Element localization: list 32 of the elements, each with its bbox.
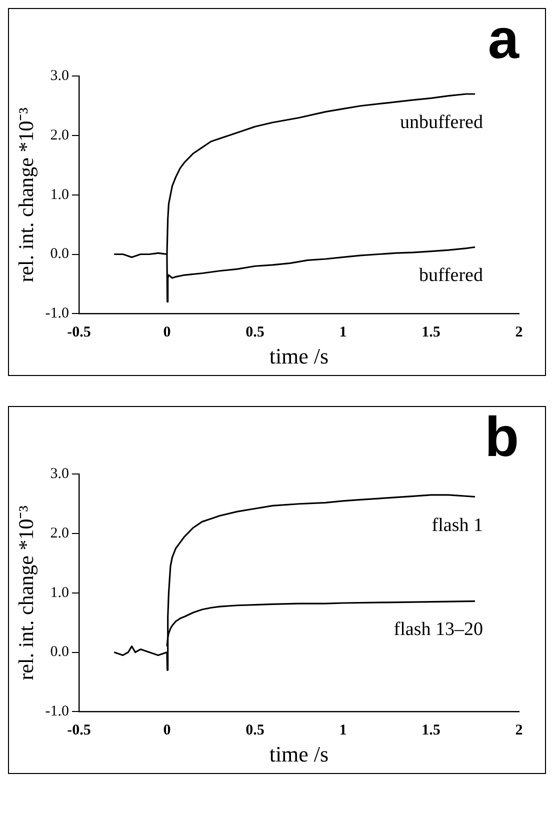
y-axis-title: rel. int. change *10⁻³ — [14, 107, 38, 282]
x-tick-label: 1.5 — [422, 722, 440, 738]
x-tick-label: 2 — [515, 324, 523, 340]
x-tick-label: -0.5 — [67, 324, 91, 340]
x-axis-title: time /s — [269, 742, 329, 767]
x-tick-label: 0.5 — [246, 324, 264, 340]
x-tick-label: 0 — [163, 722, 171, 738]
x-tick-label: 1 — [339, 324, 347, 340]
y-tick-label: 1.0 — [50, 584, 69, 601]
x-tick-label: 0.5 — [246, 722, 264, 738]
chart-title: b — [484, 405, 519, 468]
y-tick-label: 0.0 — [50, 246, 69, 262]
y-tick-label: -1.0 — [45, 306, 69, 322]
y-tick-label: 2.0 — [50, 525, 69, 542]
y-tick-label: 3.0 — [50, 68, 69, 84]
chart-title: a — [488, 7, 520, 70]
y-tick-label: 0.0 — [50, 644, 69, 660]
x-tick-label: 1.5 — [422, 324, 440, 340]
y-tick-label: 1.0 — [50, 186, 69, 203]
x-tick-label: -0.5 — [67, 722, 91, 738]
series-label: flash 13–20 — [394, 619, 483, 640]
y-tick-label: 2.0 — [50, 127, 69, 144]
x-tick-label: 1 — [339, 722, 347, 738]
x-tick-label: 2 — [515, 722, 523, 738]
series-label: buffered — [418, 265, 484, 286]
x-axis-title: time /s — [269, 344, 329, 369]
x-tick-label: 0 — [163, 324, 171, 340]
series-label: unbuffered — [400, 112, 484, 134]
y-tick-label: -1.0 — [45, 704, 69, 720]
y-axis-title: rel. int. change *10⁻³ — [14, 505, 38, 680]
y-tick-label: 3.0 — [50, 466, 69, 482]
series-label: flash 1 — [432, 514, 483, 536]
